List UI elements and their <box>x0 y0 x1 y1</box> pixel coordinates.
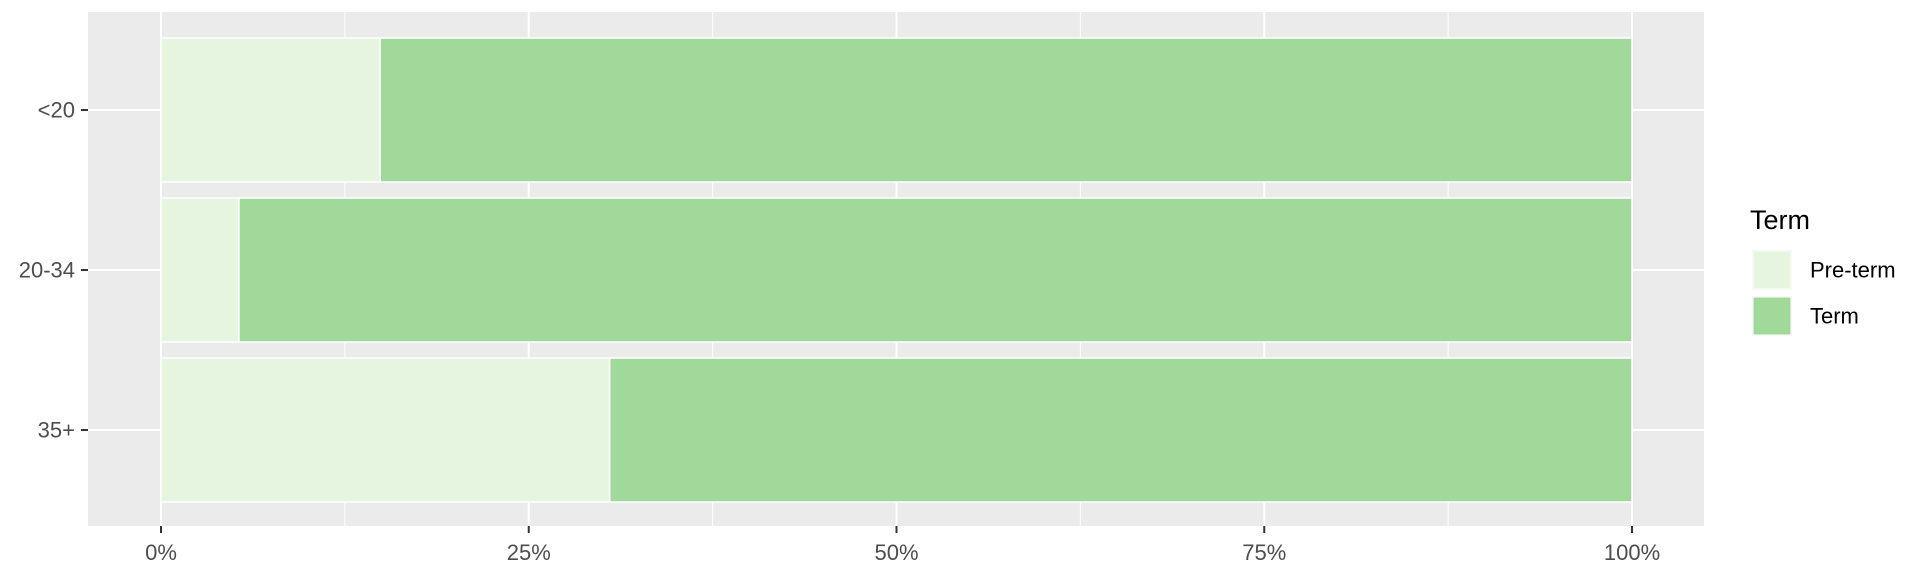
y-tick-label: 20-34 <box>19 258 75 283</box>
bar-term-1 <box>239 198 1632 342</box>
legend-label: Pre-term <box>1810 258 1896 283</box>
bars <box>161 38 1632 502</box>
x-axis: 0% 25% 50% 75% 100% <box>145 526 1660 565</box>
x-tick-label: 75% <box>1242 540 1286 565</box>
legend-title: Term <box>1750 205 1810 235</box>
legend-swatch <box>1753 297 1791 335</box>
legend-items: Pre-term Term <box>1752 250 1896 336</box>
x-tick-label: 25% <box>507 540 551 565</box>
legend-label: Term <box>1810 304 1859 329</box>
y-tick-label: <20 <box>38 98 75 123</box>
x-tick-label: 100% <box>1604 540 1660 565</box>
bar-term-2 <box>610 358 1632 502</box>
bar-term-0 <box>380 38 1632 182</box>
x-tick-label: 0% <box>145 540 177 565</box>
legend-swatch <box>1753 251 1791 289</box>
bar-pre-term-1 <box>161 198 239 342</box>
y-axis: <20 20-34 35+ <box>19 98 88 443</box>
y-tick-label: 35+ <box>38 418 75 443</box>
bar-pre-term-2 <box>161 358 610 502</box>
x-tick-label: 50% <box>874 540 918 565</box>
bar-pre-term-0 <box>161 38 380 182</box>
